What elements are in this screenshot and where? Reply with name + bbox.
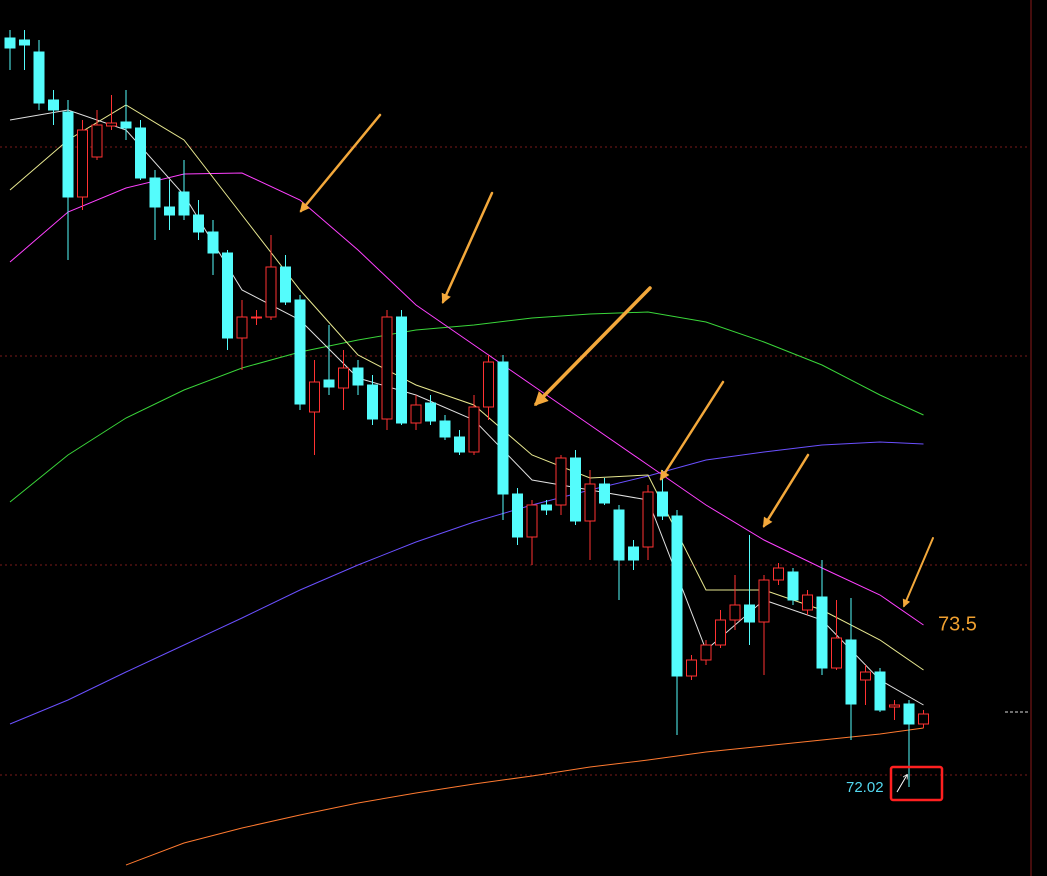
candle-body [831,637,842,669]
candle-body [62,111,74,198]
candle-body [207,231,219,254]
candle-body [77,129,88,198]
candle-body [454,436,465,453]
candle-body [903,703,915,725]
candle-body [874,671,886,711]
candle-body [410,404,422,424]
candle-body [193,214,204,233]
candle-body [425,402,436,422]
candle-body [468,406,480,453]
candle-body [294,299,306,405]
candle-body [671,515,683,677]
low-pointer [896,775,907,793]
arrow [902,537,934,608]
grid [0,146,1030,776]
candle-body [381,316,393,420]
candle-body [787,571,799,601]
arrow [534,286,652,406]
candle-body [889,704,900,708]
low-label: 72.02 [846,779,884,796]
candle-body [236,316,248,339]
candle-body [628,546,639,561]
candle-body [555,457,567,506]
candle-body [657,491,668,517]
candle-body [91,124,103,158]
candle-body [570,457,581,522]
highlight-box [889,765,944,802]
candle-body [439,420,451,438]
candle-body [106,122,117,127]
candle-body [802,594,813,611]
candle-body [251,316,262,319]
candle-body [497,361,509,495]
candles [4,30,929,787]
candle-body [918,713,929,725]
candle-body [367,384,378,420]
candle-body [729,604,741,621]
candle-body [816,596,828,669]
ma-line [9,441,924,725]
candle-body [19,39,30,46]
candle-body [483,361,494,408]
candle-body [512,493,523,538]
candle-body [309,381,320,413]
candle-body [526,504,538,538]
arrow [441,191,494,304]
ma-line [9,172,924,626]
candle-body [613,509,625,561]
candle-body [686,659,697,677]
candle-body [164,206,175,216]
arrow [659,380,725,481]
candle-body [700,644,712,661]
candle-body [323,379,335,388]
candle-body [773,567,784,581]
annotation: 73.5 [938,613,977,635]
candle-body [33,51,45,104]
candle-body [48,99,59,111]
arrow [299,113,382,213]
candle-body [280,266,291,303]
arrow [762,453,810,528]
candle-body [758,579,770,623]
candle-body [149,177,161,208]
candle-body [178,191,190,216]
candle-body [352,367,364,386]
candle-body [860,671,871,681]
candle-body [222,252,233,339]
ma-line [125,727,924,866]
candle-body [715,619,726,646]
candle-body [744,604,755,623]
candle-body [135,127,146,179]
candle-body [265,266,277,318]
candle-body [642,491,654,548]
arrows [299,113,934,608]
candle-body [541,504,552,511]
candle-body [396,316,407,424]
candle-body [845,639,857,705]
ma-line [9,311,924,503]
candle-body [120,121,132,129]
candle-body [599,483,610,504]
candle-body [338,367,349,389]
candle-body [584,483,596,522]
candle-body [4,37,16,49]
